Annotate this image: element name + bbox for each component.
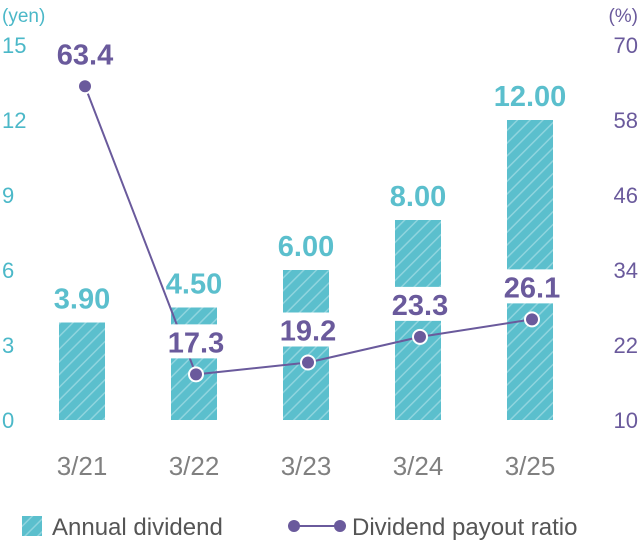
right-axis-tick: 22 — [614, 333, 638, 358]
payout-ratio-value-label: 26.1 — [504, 272, 560, 304]
payout-ratio-labels: 63.4 17.3 19.2 23.3 26.1 — [50, 36, 567, 359]
bar-label-background — [49, 280, 115, 315]
annual-dividend-labels: 3.90 4.50 6.00 8.00 12.00 — [49, 78, 571, 316]
line-label-background — [161, 324, 231, 359]
left-axis-tick: 15 — [2, 33, 26, 58]
legend-label-payout-ratio: Dividend payout ratio — [352, 514, 577, 541]
payout-ratio-value-label: 63.4 — [57, 39, 113, 71]
line-label-background — [50, 36, 120, 71]
category-labels: 3/21 3/22 3/23 3/24 3/25 — [57, 451, 556, 481]
right-axis-ticks: 10 22 34 46 58 70 — [614, 33, 638, 433]
bar-value-label: 8.00 — [390, 181, 446, 213]
bar-value-label: 12.00 — [494, 81, 567, 113]
payout-ratio-value-label: 23.3 — [392, 290, 448, 322]
right-axis-tick: 46 — [614, 183, 638, 208]
legend-marker-payout-ratio-start — [288, 520, 300, 532]
left-axis-unit: (yen) — [2, 6, 45, 27]
legend-label-annual-dividend: Annual dividend — [52, 514, 223, 541]
right-axis-tick: 10 — [614, 408, 638, 433]
bar-value-label: 3.90 — [54, 284, 110, 316]
category-label: 3/22 — [169, 451, 220, 481]
line-label-background — [497, 269, 567, 304]
legend: Annual dividend Dividend payout ratio — [22, 514, 577, 541]
category-label: 3/24 — [393, 451, 444, 481]
left-axis-tick: 6 — [2, 258, 14, 283]
legend-swatch-annual-dividend — [22, 516, 42, 536]
left-axis-tick: 12 — [2, 108, 26, 133]
bar-label-background — [385, 178, 451, 212]
right-axis-tick: 70 — [614, 33, 638, 58]
left-axis-tick: 9 — [2, 183, 14, 208]
payout-ratio-point — [300, 354, 316, 371]
bar-value-label: 6.00 — [278, 231, 334, 263]
line-label-background — [273, 312, 343, 347]
category-label: 3/25 — [505, 451, 556, 481]
line-label-background — [385, 286, 455, 321]
bar-label-background — [489, 78, 571, 112]
right-axis-unit: (%) — [608, 6, 638, 27]
category-label: 3/21 — [57, 451, 108, 481]
payout-ratio-value-label: 17.3 — [168, 327, 224, 359]
payout-ratio-line — [77, 78, 540, 383]
payout-ratio-point — [412, 328, 428, 345]
bar-value-label: 4.50 — [166, 269, 222, 301]
left-axis-tick: 0 — [2, 408, 14, 433]
left-axis-ticks: 0 3 6 9 12 15 — [2, 33, 26, 433]
left-axis-tick: 3 — [2, 333, 14, 358]
bar-label-background — [273, 228, 339, 262]
right-axis-tick: 58 — [614, 108, 638, 133]
payout-ratio-point — [524, 311, 540, 328]
bar-label-background — [161, 265, 227, 300]
category-label: 3/23 — [281, 451, 332, 481]
payout-ratio-value-label: 19.2 — [280, 316, 336, 348]
payout-ratio-point — [188, 366, 204, 383]
right-axis-tick: 34 — [614, 258, 638, 283]
payout-ratio-point — [77, 78, 93, 95]
bar-annual-dividend — [59, 322, 105, 420]
legend-marker-payout-ratio-end — [334, 520, 346, 532]
annual-dividend-bars — [59, 120, 553, 420]
